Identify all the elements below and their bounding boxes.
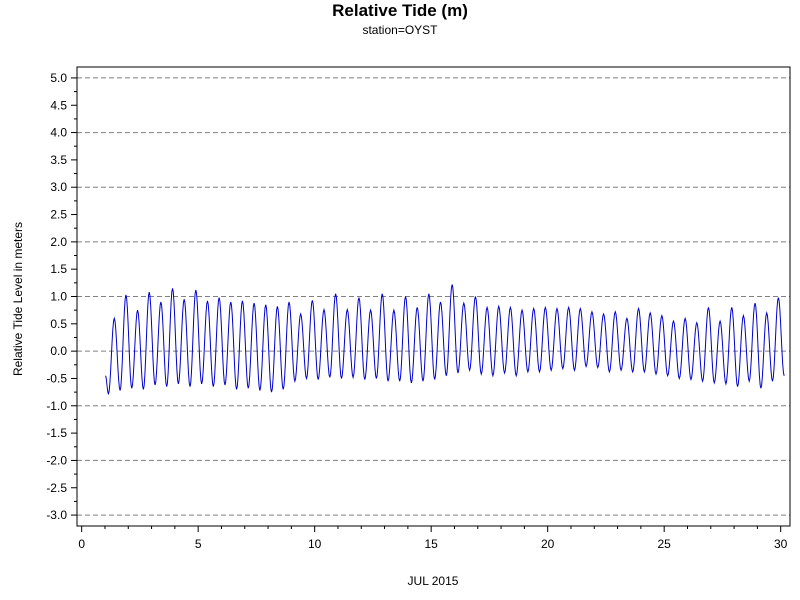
grid-layer	[77, 77, 790, 516]
y-axis: 5.0 4.5 4.0 3.5 3.0 2.5 2.0 1.5 1.0 0.5 0.0 -0.5 -1.…	[46, 71, 77, 522]
chart-title: Relative Tide (m)	[332, 1, 468, 20]
y-tick-label: 4.5	[50, 98, 67, 112]
y-tick-label: -3.0	[46, 508, 67, 522]
x-axis-title: JUL 2015	[408, 574, 459, 588]
x-tick-label: 30	[774, 537, 788, 551]
y-tick-label: 3.0	[50, 180, 67, 194]
y-tick-label: 0.5	[50, 317, 67, 331]
x-tick-label: 15	[424, 537, 438, 551]
series-layer	[104, 284, 785, 396]
y-tick-label: 1.5	[50, 262, 67, 276]
y-tick-label: 0.0	[50, 344, 67, 358]
y-tick-label: -0.5	[46, 371, 67, 385]
y-tick-label: -2.0	[46, 453, 67, 467]
y-tick-label: -1.5	[46, 426, 67, 440]
x-tick-label: 10	[308, 537, 322, 551]
y-tick-label: -2.5	[46, 481, 67, 495]
chart-subtitle: station=OYST	[362, 23, 438, 37]
x-tick-label: 5	[195, 537, 202, 551]
y-axis-title: Relative Tide Level in meters	[11, 222, 25, 376]
tide-series-line	[104, 284, 785, 396]
y-tick-label: 3.5	[50, 153, 67, 167]
y-tick-label: 2.0	[50, 235, 67, 249]
x-tick-label: 20	[541, 537, 555, 551]
x-tick-label: 0	[78, 537, 85, 551]
x-axis: 0 5 10 15 20 25 30	[78, 526, 788, 551]
y-tick-label: 4.0	[50, 126, 67, 140]
x-tick-label: 25	[657, 537, 671, 551]
y-tick-label: 5.0	[50, 71, 67, 85]
y-tick-label: 2.5	[50, 208, 67, 222]
y-tick-label: -1.0	[46, 399, 67, 413]
y-tick-label: 1.0	[50, 290, 67, 304]
